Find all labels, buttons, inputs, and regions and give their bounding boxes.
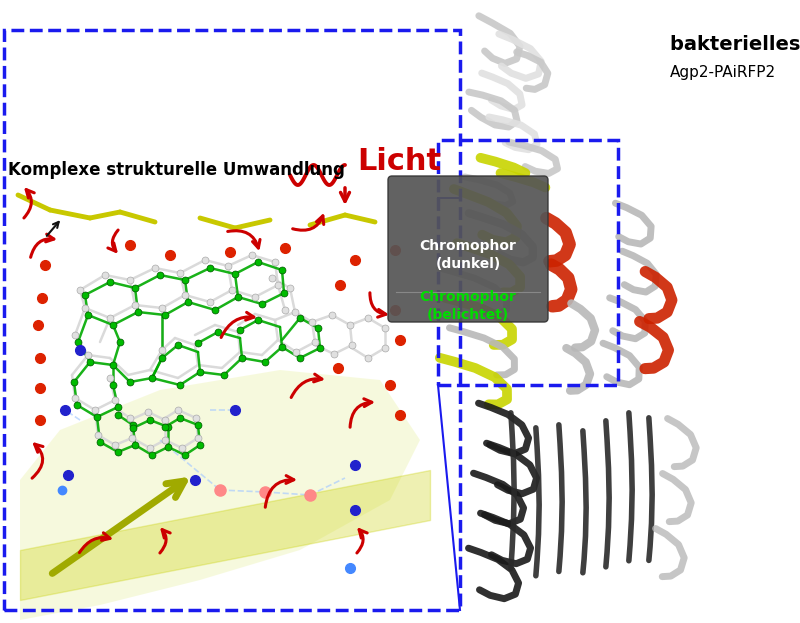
Text: Agp2-PAiRFP2: Agp2-PAiRFP2 [670,65,776,80]
Text: bakterielles Phytochrom: bakterielles Phytochrom [670,35,800,54]
Text: Chromophor
(belichtet): Chromophor (belichtet) [419,290,517,321]
Polygon shape [20,370,420,620]
Bar [4,30,460,610]
FancyBboxPatch shape [388,176,548,322]
Bar [438,140,618,385]
Text: Komplexe strukturelle Umwandlung: Komplexe strukturelle Umwandlung [8,161,345,179]
Text: Licht: Licht [357,148,441,176]
Text: Chromophor
(dunkel): Chromophor (dunkel) [419,239,517,270]
